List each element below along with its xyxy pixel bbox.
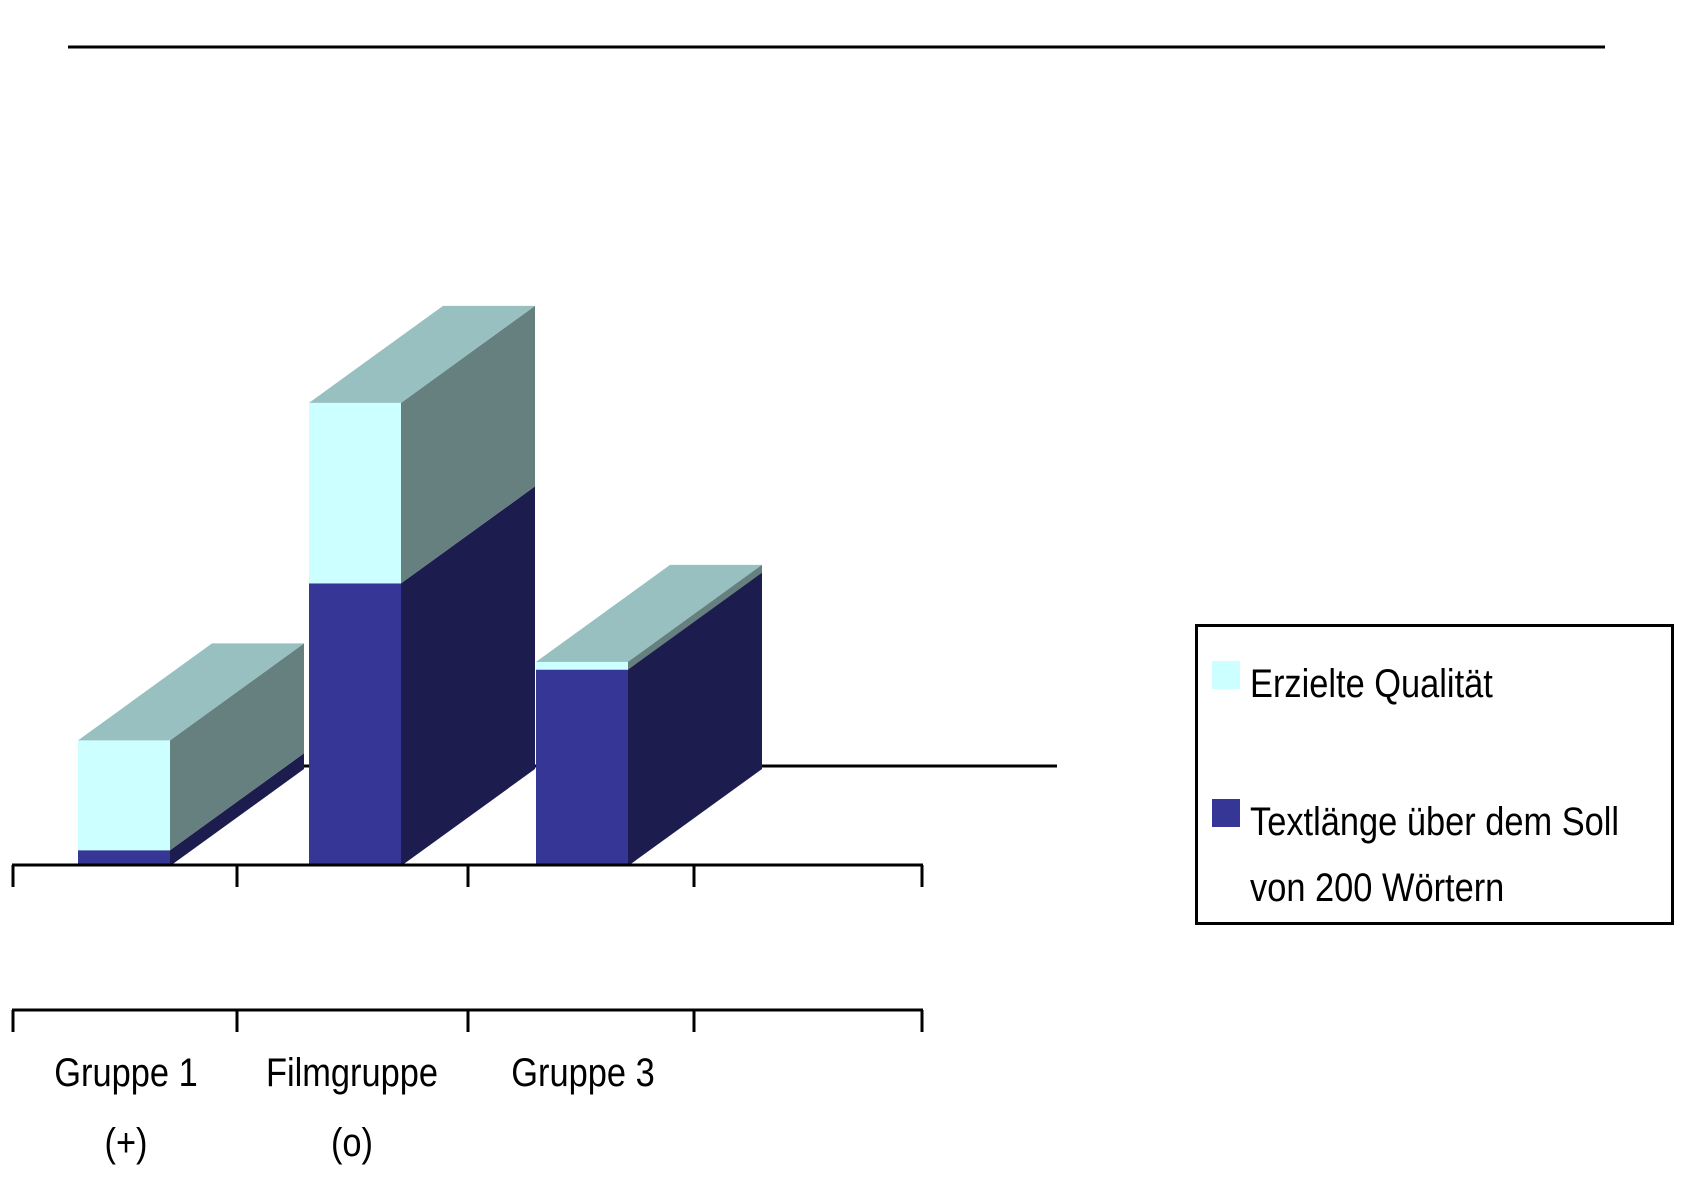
legend-swatch (1212, 799, 1240, 827)
bar-segment-0-1 (78, 740, 170, 851)
category-label-gruppe-1: Gruppe 1 (+) (11, 1038, 241, 1178)
bar-segment-2-0 (536, 661, 628, 866)
bar-segment-0-0 (78, 850, 170, 866)
bar-top-0-1 (78, 643, 304, 741)
category-label-gruppe-3: Gruppe 3 (468, 1038, 698, 1108)
category-label-filmgruppe: Filmgruppe (o) (237, 1038, 467, 1178)
legend-label: Textlänge über dem Soll von 200 Wörtern (1250, 789, 1619, 921)
legend-item-textlaenge: Textlänge über dem Soll von 200 Wörtern (1212, 789, 1679, 921)
category-label-line-1: Gruppe 1 (54, 1051, 198, 1095)
bars-group (78, 305, 762, 866)
category-label-line-1: Filmgruppe (265, 1051, 439, 1095)
category-label-line-1: Gruppe 3 (511, 1051, 655, 1095)
bar-side-0-0 (170, 753, 304, 866)
bar-top-1-1 (309, 305, 535, 403)
category-label-line-2: (+) (104, 1121, 148, 1165)
bar-side-2-1 (628, 564, 762, 670)
bar-segment-1-0 (309, 583, 401, 866)
category-axis-front (11, 863, 924, 887)
category-axis-lower (11, 1008, 924, 1032)
category-label-line-2: (o) (330, 1121, 374, 1165)
bar-top-2-1 (536, 564, 762, 662)
legend-swatch (1212, 661, 1240, 689)
bar-side-1-1 (401, 305, 535, 584)
legend-item-erzielte-qualitaet: Erzielte Qualität (1212, 651, 1532, 717)
bar-side-1-0 (401, 486, 535, 866)
bar-side-0-1 (170, 643, 304, 851)
bar-segment-2-1 (536, 661, 628, 670)
legend-label-line-1: Textlänge über dem Soll (1250, 800, 1620, 844)
legend-label-line-2: von 200 Wörtern (1250, 866, 1505, 910)
chart-legend: Erzielte Qualität Textlänge über dem Sol… (1195, 624, 1674, 925)
legend-label: Erzielte Qualität (1250, 662, 1493, 706)
bar-segment-1-1 (309, 402, 401, 584)
